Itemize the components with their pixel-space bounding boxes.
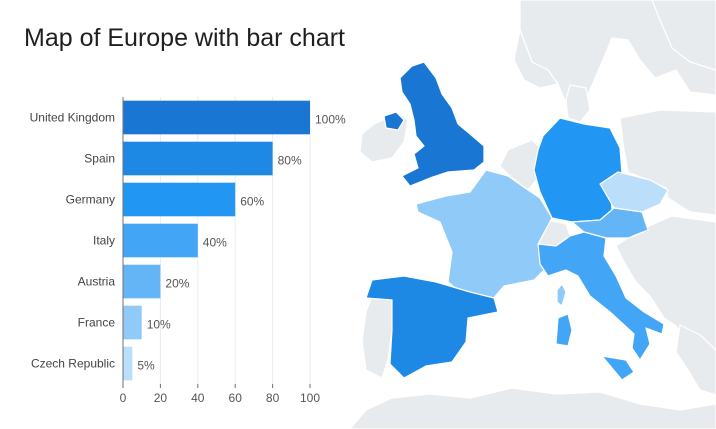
value-label-spain: 80% — [278, 154, 302, 168]
bar-italy[interactable] — [123, 223, 198, 258]
x-tick-label: 60 — [229, 391, 243, 405]
map-country-sardinia — [555, 313, 573, 347]
bar-chart: United Kingdom Spain Germany Italy Austria Fr… — [30, 97, 346, 405]
europe-map — [349, 0, 716, 429]
map-country-germany — [533, 117, 623, 223]
value-label-germany: 60% — [240, 195, 264, 209]
map-country-spain — [365, 275, 499, 379]
x-tick-label: 100 — [300, 391, 320, 405]
map-land-finland — [651, 0, 716, 71]
bar-czech-republic[interactable] — [123, 346, 133, 381]
map-land-balkans — [615, 215, 716, 351]
value-label-czech-republic: 5% — [137, 359, 155, 373]
map-land-north-africa — [349, 387, 716, 429]
bar-germany[interactable] — [123, 182, 236, 217]
value-label-france: 10% — [147, 318, 171, 332]
value-label-italy: 40% — [203, 236, 227, 250]
category-label-spain: Spain — [84, 152, 115, 166]
category-labels: United Kingdom Spain Germany Italy Austria Fr… — [30, 111, 116, 371]
category-label-italy: Italy — [93, 234, 115, 248]
map-country-northern-ireland — [383, 111, 405, 131]
value-label-austria: 20% — [165, 277, 189, 291]
x-tick-label: 20 — [154, 391, 168, 405]
category-label-france: France — [78, 316, 116, 330]
map-country-france — [415, 169, 553, 301]
map-land-corsica — [556, 283, 567, 307]
value-label-united-kingdom: 100% — [315, 113, 346, 127]
map-country-united-kingdom — [399, 61, 485, 187]
category-label-united-kingdom: United Kingdom — [30, 111, 115, 125]
x-tick-label: 80 — [266, 391, 280, 405]
bar-united-kingdom[interactable] — [123, 100, 310, 135]
category-label-austria: Austria — [78, 275, 116, 289]
map-land-portugal — [361, 295, 393, 379]
map-country-italy — [537, 231, 665, 361]
bars-group — [123, 100, 310, 381]
value-labels: 100% 80% 60% 40% 20% 10% 5% — [137, 113, 346, 373]
x-axis-ticks: 0 20 40 60 80 100 — [120, 384, 320, 405]
map-land-denmark — [565, 84, 591, 123]
map-land-norway-coast — [513, 29, 559, 89]
map-land-benelux — [499, 139, 543, 191]
x-tick-label: 40 — [191, 391, 205, 405]
bar-france[interactable] — [123, 305, 142, 340]
map-land-greece — [675, 324, 716, 396]
category-label-czech-republic: Czech Republic — [31, 357, 115, 371]
map-land-baltics-poland — [619, 109, 716, 216]
map-country-sicily — [601, 355, 635, 381]
bar-spain[interactable] — [123, 141, 273, 176]
x-tick-label: 0 — [120, 391, 127, 405]
chart-title: Map of Europe with bar chart — [24, 24, 345, 52]
category-label-germany: Germany — [66, 193, 115, 207]
bar-austria[interactable] — [123, 264, 161, 299]
